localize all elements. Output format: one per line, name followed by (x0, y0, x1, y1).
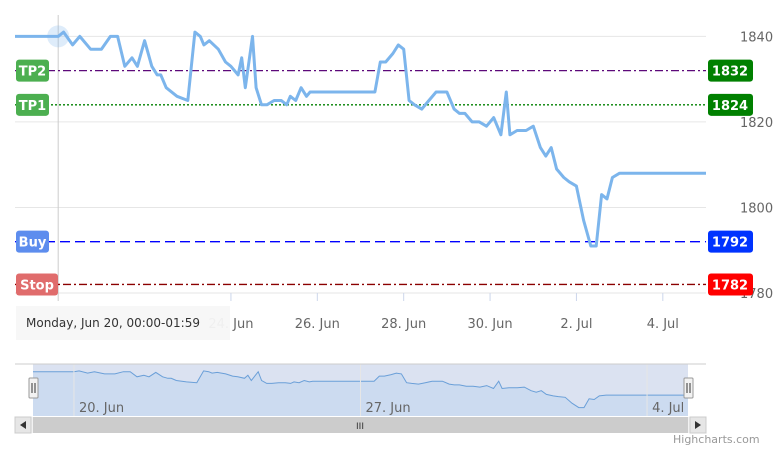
plot-line-value: 1792 (712, 236, 748, 251)
plot-line-label: Stop (20, 278, 54, 293)
navigator-tick-label: 27. Jun (366, 401, 411, 416)
navigator-handle[interactable] (28, 377, 39, 399)
plot-line-label-bg (16, 230, 49, 253)
x-tick-label: 2. Jul (560, 317, 592, 332)
y-tick-label: 1820 (740, 116, 773, 131)
tooltip: Monday, Jun 20, 00:00-01:59 (16, 306, 230, 340)
x-tick-label: 30. Jun (468, 317, 513, 332)
plot-line-value: 1832 (712, 65, 748, 80)
plot-line-label-bg (16, 273, 58, 296)
scrollbar-thumb[interactable] (33, 417, 688, 433)
credits-link[interactable]: Highcharts.com (673, 433, 760, 446)
navigator-tick-label: 4. Jul (652, 401, 684, 416)
plot-line-value-bg (708, 230, 753, 253)
y-tick-label: 1840 (740, 30, 773, 45)
plot-line-label-bg (16, 93, 49, 116)
plot-line-value: 1824 (712, 99, 748, 114)
x-tick-label: 28. Jun (381, 317, 426, 332)
scroll-left-arrow-icon (20, 421, 26, 429)
y-tick-label: 1800 (740, 201, 773, 216)
navigator-tick-label: 20. Jun (79, 401, 124, 416)
scrollbar-grip: III (356, 422, 364, 432)
plot-line-value-bg (708, 273, 753, 296)
hover-halo (47, 25, 70, 48)
series-line (15, 30, 706, 248)
scroll-right-arrow-icon (695, 421, 701, 429)
plot-line-label: TP2 (19, 65, 46, 80)
plot-line-label: Buy (19, 236, 47, 251)
tooltip-text: Monday, Jun 20, 00:00-01:59 (26, 316, 200, 330)
plot-line-label-bg (16, 59, 49, 82)
navigator-handle[interactable] (683, 377, 694, 399)
plot-line-value-bg (708, 93, 753, 116)
plot-line-value-bg (708, 59, 753, 82)
x-tick-label: 4. Jul (647, 317, 679, 332)
plot-line-label: TP1 (19, 99, 46, 114)
x-tick-label: 26. Jun (295, 317, 340, 332)
plot-line-value: 1782 (712, 278, 748, 293)
